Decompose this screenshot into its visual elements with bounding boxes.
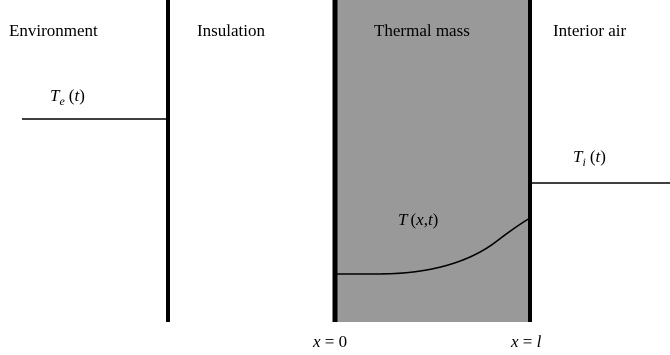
temperature-profile-curve xyxy=(337,217,531,275)
insulation-label: Insulation xyxy=(197,21,265,40)
interior-air-label: Interior air xyxy=(553,21,626,40)
position-x0-label: x = 0 xyxy=(312,332,347,351)
thermal-mass-label: Thermal mass xyxy=(374,21,470,40)
environment-label: Environment xyxy=(9,21,98,40)
interior-temperature-symbol: Ti (t) xyxy=(573,147,606,169)
profile-temperature-symbol: T (x,t) xyxy=(398,210,438,229)
environment-temperature-symbol: Te (t) xyxy=(50,86,85,108)
position-xl-label: x = l xyxy=(510,332,542,351)
